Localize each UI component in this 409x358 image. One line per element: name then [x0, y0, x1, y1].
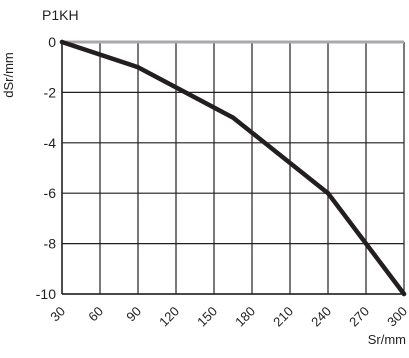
series-0-point-0 [59, 39, 65, 45]
x-axis-label: Sr/mm [368, 332, 406, 347]
x-tick-labels: 30 60 90 120 150 180 210 240 270 300 [47, 304, 409, 330]
y-tick-labels: 0 -2 -4 -6 -8 -10 [36, 34, 56, 302]
series-0-point-3 [325, 191, 331, 196]
x-tick-label-240: 240 [308, 304, 334, 330]
y-axis-label: dSr/mm [1, 52, 16, 98]
x-tick-label-180: 180 [232, 304, 258, 330]
axes [61, 42, 404, 295]
series-0-point-4 [401, 291, 407, 297]
series-0-point-2 [230, 115, 236, 120]
y-tick-label--10: -10 [36, 286, 56, 302]
data-series [59, 39, 407, 297]
x-tick-label-30: 30 [47, 304, 68, 325]
chart-title: P1KH [42, 7, 79, 23]
grid-lines [61, 40, 405, 295]
x-tick-label-90: 90 [123, 304, 144, 325]
x-tick-label-120: 120 [156, 304, 182, 330]
series-0-point-1 [135, 65, 141, 70]
x-tick-label-300: 300 [384, 304, 409, 330]
y-tick-label--6: -6 [44, 185, 57, 201]
series-line-0 [59, 39, 407, 297]
x-tick-label-60: 60 [85, 304, 106, 325]
y-tick-label--2: -2 [44, 84, 57, 100]
y-tick-label--8: -8 [44, 236, 57, 252]
x-tick-label-150: 150 [194, 304, 220, 330]
x-tick-label-210: 210 [270, 304, 296, 330]
y-tick-label--4: -4 [44, 135, 57, 151]
y-tick-label-0: 0 [48, 34, 56, 50]
x-tick-label-270: 270 [346, 304, 372, 330]
